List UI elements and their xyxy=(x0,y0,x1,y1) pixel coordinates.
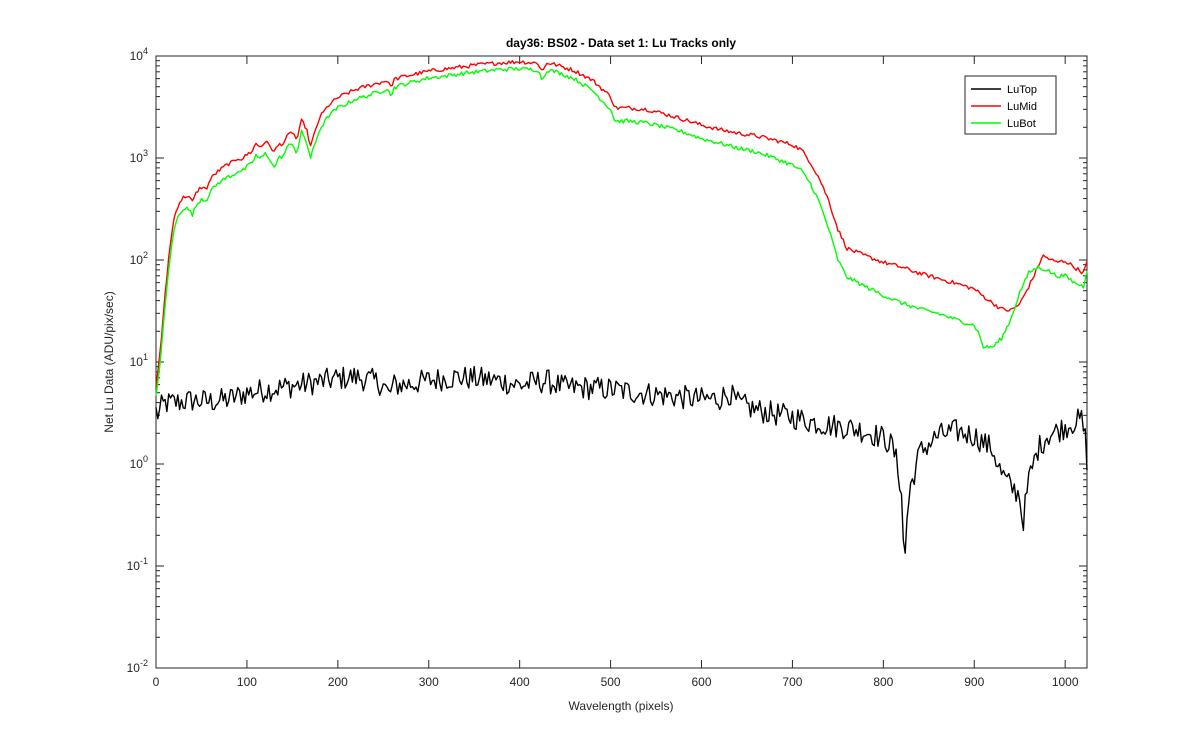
y-tick-exponent: -2 xyxy=(140,658,148,668)
series-line-lutop xyxy=(155,365,1088,554)
plot-area xyxy=(155,55,1088,669)
y-axis-label: Net Lu Data (ADU/pix/sec) xyxy=(102,291,116,432)
y-tick-base: 10 xyxy=(130,49,144,63)
x-tick-label: 900 xyxy=(964,675,984,689)
x-tick-label: 400 xyxy=(510,675,530,689)
series-line-lumid xyxy=(155,60,1088,388)
x-tick-label: 500 xyxy=(601,675,621,689)
legend-label-lubot: LuBot xyxy=(1007,118,1036,130)
x-tick-label: 600 xyxy=(691,675,711,689)
y-tick-base: 10 xyxy=(127,661,141,675)
y-tick-base: 10 xyxy=(130,253,144,267)
x-tick-label: 800 xyxy=(873,675,893,689)
y-tick-label: 10-1 xyxy=(127,556,148,573)
y-tick-label: 101 xyxy=(130,352,148,369)
y-tick-exponent: -1 xyxy=(140,556,148,566)
y-tick-label: 100 xyxy=(130,454,148,471)
y-tick-base: 10 xyxy=(130,355,144,369)
series-lines xyxy=(155,60,1088,554)
legend-label-lumid: LuMid xyxy=(1007,101,1037,113)
x-axis-label: Wavelength (pixels) xyxy=(569,699,674,713)
chart-title: day36: BS02 - Data set 1: Lu Tracks only xyxy=(506,36,736,50)
y-tick-base: 10 xyxy=(130,457,144,471)
y-tick-exponent: 1 xyxy=(143,352,148,362)
plot-frame xyxy=(155,55,1088,669)
y-tick-label: 104 xyxy=(130,46,148,63)
legend-box xyxy=(964,75,1057,135)
legend: LuTop LuMid LuBot xyxy=(964,75,1057,135)
legend-label-lutop: LuTop xyxy=(1007,84,1037,96)
y-tick-label: 103 xyxy=(130,148,148,165)
y-tick-label: 102 xyxy=(130,250,148,267)
y-tick-exponent: 3 xyxy=(143,148,148,158)
y-tick-label: 10-2 xyxy=(127,658,148,675)
x-tick-label: 700 xyxy=(782,675,802,689)
y-tick-base: 10 xyxy=(130,151,144,165)
y-tick-exponent: 2 xyxy=(143,250,148,260)
series-line-lubot xyxy=(155,66,1088,396)
y-tick-exponent: 0 xyxy=(143,454,148,464)
x-tick-label: 0 xyxy=(153,675,160,689)
x-axis: 0 100 200 300 400 500 600 700 800 900 1000 xyxy=(153,56,1079,689)
x-tick-label: 1000 xyxy=(1052,675,1079,689)
y-tick-base: 10 xyxy=(127,559,141,573)
x-tick-label: 300 xyxy=(419,675,439,689)
x-tick-label: 200 xyxy=(328,675,348,689)
y-tick-exponent: 4 xyxy=(143,46,148,56)
x-tick-label: 100 xyxy=(237,675,257,689)
